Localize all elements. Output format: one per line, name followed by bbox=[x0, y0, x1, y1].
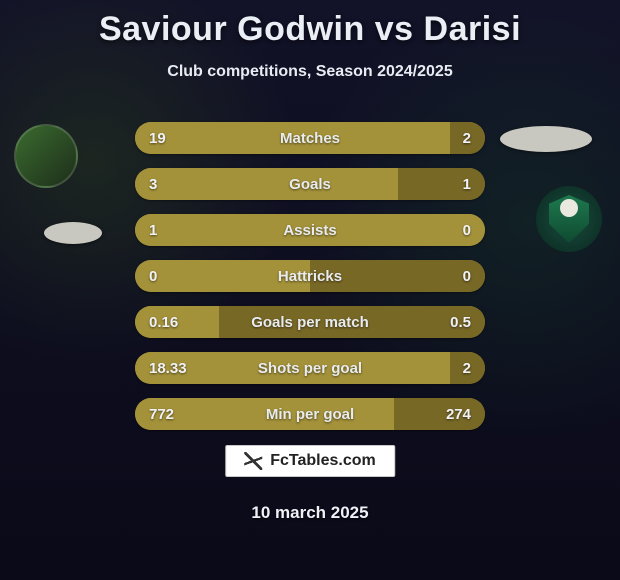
metric-row: 772Min per goal274 bbox=[135, 398, 485, 430]
player2-club-badge bbox=[536, 186, 602, 252]
metric-label: Goals per match bbox=[135, 314, 485, 331]
player2-name: Darisi bbox=[424, 10, 522, 48]
metric-right-value: 2 bbox=[463, 360, 471, 377]
player1-shadow bbox=[44, 222, 102, 244]
shield-icon bbox=[549, 195, 589, 243]
metric-label: Goals bbox=[135, 176, 485, 193]
date-text: 10 march 2025 bbox=[0, 503, 620, 523]
watermark-text: FcTables.com bbox=[270, 452, 376, 470]
metric-right-value: 0 bbox=[463, 222, 471, 239]
player2-shadow bbox=[500, 126, 592, 152]
metric-right-value: 2 bbox=[463, 130, 471, 147]
metric-row: 19Matches2 bbox=[135, 122, 485, 154]
metric-label: Shots per goal bbox=[135, 360, 485, 377]
metric-label: Hattricks bbox=[135, 268, 485, 285]
watermark[interactable]: FcTables.com bbox=[225, 445, 395, 477]
subtitle: Club competitions, Season 2024/2025 bbox=[0, 63, 620, 81]
metric-right-value: 0.5 bbox=[450, 314, 471, 331]
chart-icon bbox=[244, 452, 262, 470]
player1-name: Saviour Godwin bbox=[99, 10, 365, 48]
metric-label: Matches bbox=[135, 130, 485, 147]
metric-label: Assists bbox=[135, 222, 485, 239]
metric-row: 18.33Shots per goal2 bbox=[135, 352, 485, 384]
metric-right-value: 1 bbox=[463, 176, 471, 193]
vs-text: vs bbox=[375, 10, 414, 48]
metric-label: Min per goal bbox=[135, 406, 485, 423]
metric-row: 0Hattricks0 bbox=[135, 260, 485, 292]
metric-right-value: 0 bbox=[463, 268, 471, 285]
metric-row: 0.16Goals per match0.5 bbox=[135, 306, 485, 338]
page-title: Saviour Godwin vs Darisi bbox=[0, 0, 620, 49]
comparison-bars: 19Matches23Goals11Assists00Hattricks00.1… bbox=[135, 122, 485, 430]
metric-row: 3Goals1 bbox=[135, 168, 485, 200]
player1-avatar bbox=[14, 124, 78, 188]
metric-right-value: 274 bbox=[446, 406, 471, 423]
metric-row: 1Assists0 bbox=[135, 214, 485, 246]
